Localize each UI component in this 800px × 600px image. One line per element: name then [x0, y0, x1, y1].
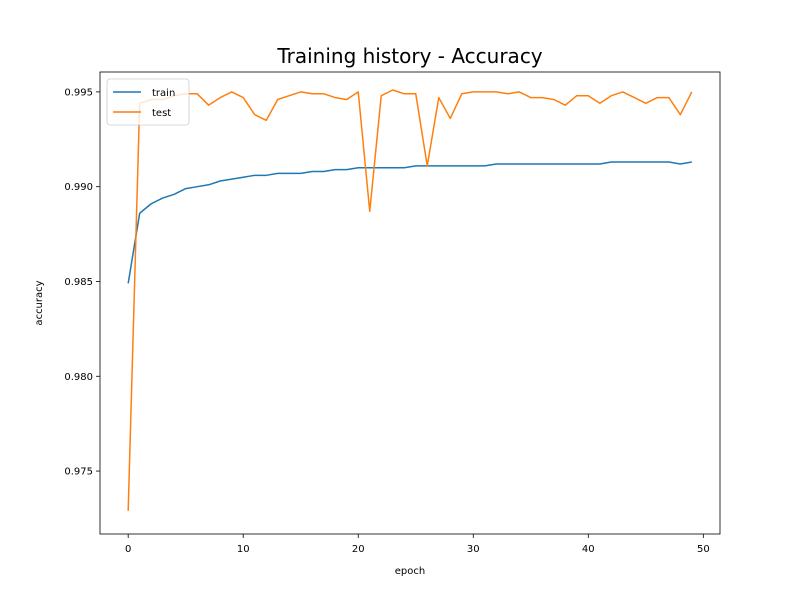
legend-box	[106, 78, 190, 126]
x-tick-label: 30	[467, 544, 480, 555]
x-axis: 0 10 20 30 40 50	[125, 534, 710, 555]
axes-frame	[99, 71, 721, 535]
plot-area	[99, 71, 721, 535]
y-tick-label: 0.980	[64, 372, 93, 383]
x-axis-label: epoch	[395, 566, 425, 577]
series-line-test	[127, 89, 693, 511]
y-tick-label: 0.975	[64, 467, 93, 478]
x-tick-label: 40	[582, 544, 595, 555]
series-layer	[127, 89, 693, 511]
series-line-train	[127, 161, 692, 284]
y-axis: 0.975 0.980 0.985 0.990 0.995	[64, 87, 100, 478]
x-tick-label: 20	[352, 544, 365, 555]
x-tick-label: 50	[697, 544, 710, 555]
y-tick-label: 0.985	[64, 277, 93, 288]
x-tick-label: 0	[125, 544, 131, 555]
x-tick-label: 10	[237, 544, 250, 555]
y-tick-label: 0.995	[64, 87, 93, 98]
legend-label-train: train	[152, 88, 175, 99]
legend-label-test: test	[152, 108, 171, 119]
legend: train test	[106, 78, 190, 126]
y-tick-label: 0.990	[64, 182, 93, 193]
chart-title: Training history - Accuracy	[276, 44, 542, 68]
y-axis-label: accuracy	[34, 280, 45, 325]
